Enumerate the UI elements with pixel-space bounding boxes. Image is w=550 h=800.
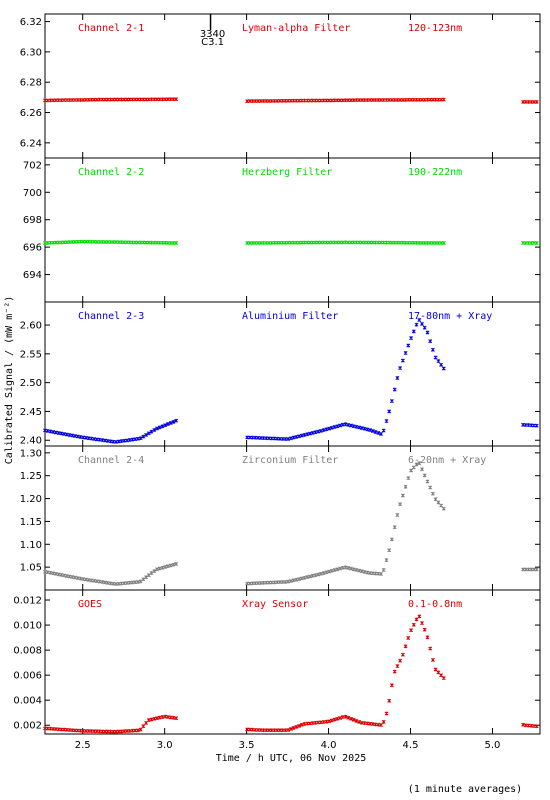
y-tick-label: 6.32: [20, 17, 42, 28]
flare-marker-label: 3340: [200, 29, 225, 40]
y-tick-label: 6.24: [20, 138, 42, 149]
panel-label: Channel 2-4: [78, 455, 144, 466]
panel-label: Channel 2-1: [78, 23, 144, 34]
panel-label: Xray Sensor: [242, 599, 308, 610]
x-tick-label: 5.0: [485, 740, 501, 751]
panel-frame: [44, 13, 541, 159]
flare-marker-label: C3.1: [201, 37, 224, 48]
data-series-points: [43, 318, 539, 444]
panel-frame: [44, 445, 541, 591]
y-tick-label: 1.20: [20, 494, 42, 505]
y-tick-label: 6.26: [20, 108, 42, 119]
y-tick-label: 1.05: [20, 563, 42, 574]
y-tick-label: 2.55: [20, 349, 42, 360]
footnote: (1 minute averages): [408, 784, 522, 795]
y-tick-label: 2.60: [20, 321, 42, 332]
panel-label: GOES: [78, 599, 102, 610]
panel-label: 6-20nm + Xray: [408, 455, 486, 466]
data-series-points: [43, 239, 539, 245]
y-tick-label: 0.002: [13, 721, 42, 732]
y-tick-label: 0.006: [13, 671, 42, 682]
y-tick-label: 6.28: [20, 78, 42, 89]
y-tick-label: 6.30: [20, 47, 42, 58]
x-axis-label: Time / h UTC, 06 Nov 2025: [216, 753, 367, 764]
y-tick-label: 1.25: [20, 471, 42, 482]
panel-label: Channel 2-3: [78, 311, 144, 322]
x-tick-label: 4.0: [321, 740, 337, 751]
y-tick-label: 2.45: [20, 407, 42, 418]
panel-label: Channel 2-2: [78, 167, 144, 178]
y-tick-label: 1.15: [20, 517, 42, 528]
x-tick-label: 3.0: [157, 740, 173, 751]
y-axis-label: Calibrated Signal / (mW m⁻²): [4, 296, 15, 465]
y-tick-label: 700: [23, 188, 42, 199]
panel-frame: [44, 589, 541, 735]
panel-label: 0.1-0.8nm: [408, 599, 462, 610]
x-tick-label: 2.5: [75, 740, 91, 751]
panel-label: 190-222nm: [408, 167, 462, 178]
y-tick-label: 0.004: [13, 696, 42, 707]
y-tick-label: 0.012: [13, 596, 42, 607]
panel-frame: [44, 301, 541, 447]
y-tick-label: 1.10: [20, 540, 42, 551]
data-series-points: [43, 614, 539, 734]
y-tick-label: 0.010: [13, 621, 42, 632]
x-tick-label: 3.5: [239, 740, 255, 751]
y-tick-label: 0.008: [13, 646, 42, 657]
y-tick-label: 694: [23, 270, 42, 281]
panel-label: Zirconium Filter: [242, 455, 338, 466]
y-tick-label: 2.40: [20, 436, 42, 447]
panel-label: Lyman-alpha Filter: [242, 23, 350, 34]
data-series-points: [43, 97, 539, 104]
panel-frame: [44, 157, 541, 303]
panel-label: 17-80nm + Xray: [408, 311, 492, 322]
y-tick-label: 698: [23, 215, 42, 226]
panel-label: Herzberg Filter: [242, 167, 332, 178]
y-tick-label: 702: [23, 160, 42, 171]
y-tick-label: 1.30: [20, 448, 42, 459]
chart-panels: 6.24 6.26 6.28 6.30 6.32 Channel 2-1 Lyman-alp…: [13, 13, 541, 751]
panel-label: Aluminium Filter: [242, 311, 338, 322]
y-tick-label: 696: [23, 243, 42, 254]
panel-label: 120-123nm: [408, 23, 462, 34]
y-tick-label: 2.50: [20, 378, 42, 389]
x-tick-label: 4.5: [403, 740, 419, 751]
data-series-points: [43, 461, 539, 586]
